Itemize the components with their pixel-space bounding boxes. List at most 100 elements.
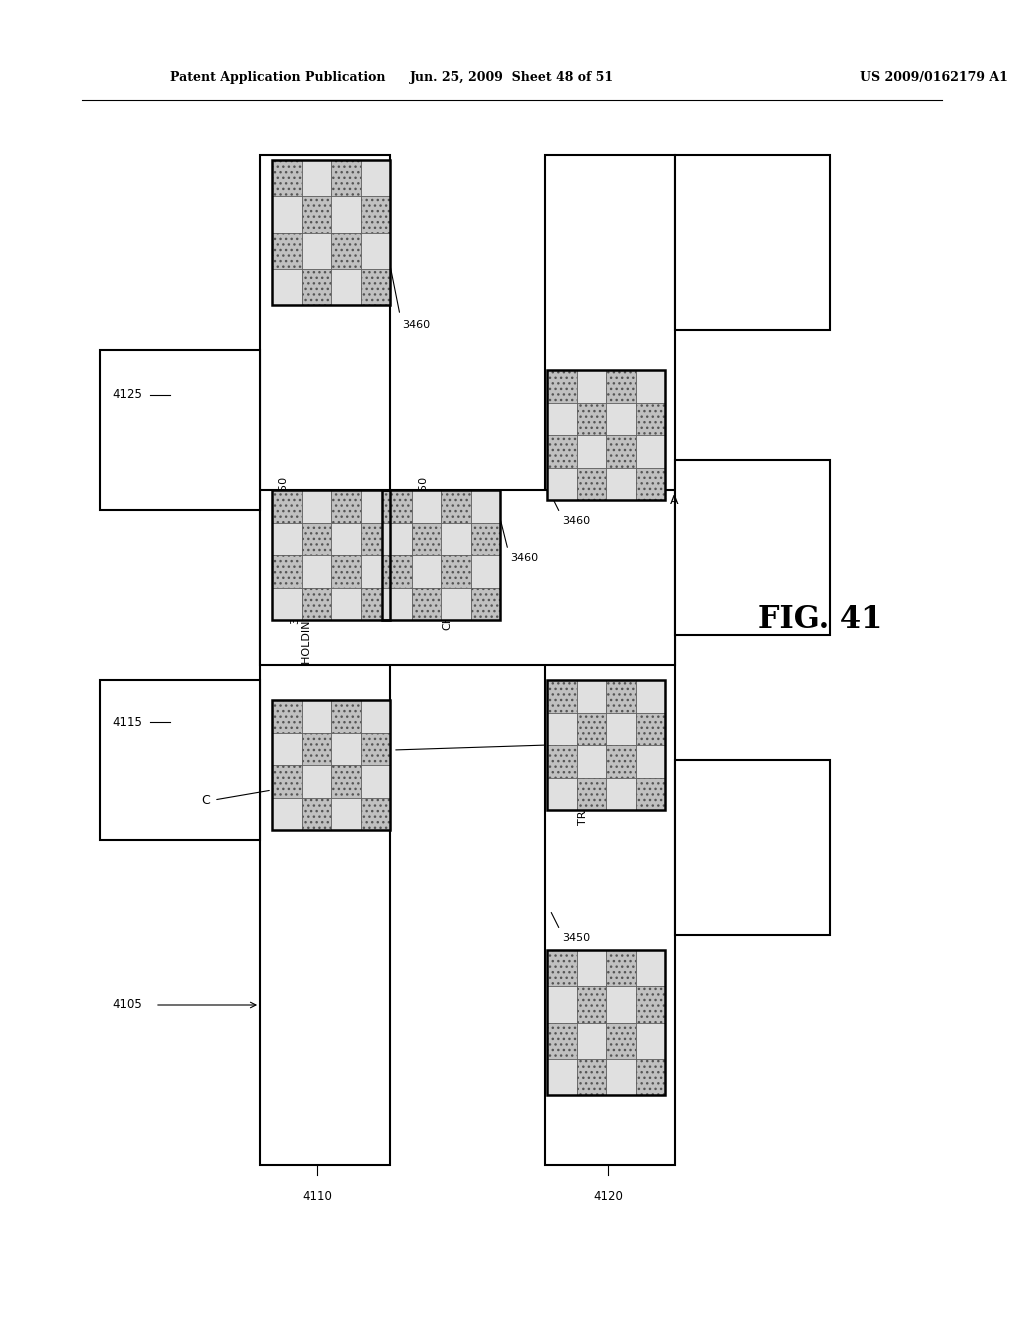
Bar (606, 744, 636, 777)
Text: US 2009/0162179 A1: US 2009/0162179 A1 (860, 71, 1008, 84)
Bar (272, 733, 301, 766)
Bar (360, 766, 390, 797)
Bar (577, 777, 606, 810)
Text: TRAVERSING: TRAVERSING (578, 755, 588, 825)
Bar (331, 269, 360, 305)
Bar (547, 403, 577, 436)
Bar (441, 554, 470, 587)
Bar (260, 490, 675, 665)
Bar (382, 523, 412, 554)
Bar (272, 766, 301, 797)
Bar (360, 733, 390, 766)
Bar (636, 467, 665, 500)
Bar (272, 700, 390, 830)
Bar (606, 986, 636, 1023)
Bar (412, 587, 441, 620)
Bar (360, 490, 390, 523)
Bar (606, 403, 636, 436)
Bar (412, 523, 441, 554)
Bar (577, 1023, 606, 1059)
Bar (382, 554, 412, 587)
Bar (272, 554, 301, 587)
Bar (331, 554, 360, 587)
Bar (272, 490, 301, 523)
Bar (636, 436, 665, 467)
Bar (260, 154, 390, 1166)
Text: 3460: 3460 (402, 319, 430, 330)
Bar (470, 490, 500, 523)
Text: 4110: 4110 (302, 1191, 332, 1203)
Bar (577, 680, 606, 713)
Bar (606, 467, 636, 500)
Bar (636, 713, 665, 744)
Bar (636, 403, 665, 436)
Bar (577, 403, 606, 436)
Bar (606, 777, 636, 810)
Bar (577, 744, 606, 777)
Bar (301, 490, 331, 523)
Bar (470, 587, 500, 620)
Bar (606, 713, 636, 744)
Text: 3450: 3450 (554, 681, 564, 709)
Bar (272, 797, 301, 830)
Bar (636, 744, 665, 777)
Text: 4125: 4125 (112, 388, 142, 401)
Bar (547, 950, 665, 1096)
Bar (331, 490, 360, 523)
Bar (412, 554, 441, 587)
Text: 3305: 3305 (290, 597, 300, 624)
Text: 3450: 3450 (562, 933, 590, 942)
Bar (547, 950, 577, 986)
Bar (675, 760, 830, 935)
Bar (636, 1059, 665, 1096)
Bar (272, 160, 301, 197)
Bar (272, 700, 301, 733)
Bar (606, 436, 636, 467)
Text: FIG. 41: FIG. 41 (758, 605, 882, 635)
Text: HOLDING POSITION: HOLDING POSITION (302, 556, 312, 664)
Bar (331, 232, 360, 269)
Bar (360, 700, 390, 733)
Text: 3305: 3305 (566, 776, 575, 804)
Bar (331, 700, 360, 733)
Bar (360, 587, 390, 620)
Bar (301, 232, 331, 269)
Bar (301, 523, 331, 554)
Bar (331, 197, 360, 232)
Bar (636, 680, 665, 713)
Bar (301, 766, 331, 797)
Bar (547, 436, 577, 467)
Bar (636, 777, 665, 810)
Bar (547, 777, 577, 810)
Text: A: A (670, 494, 679, 507)
Bar (360, 797, 390, 830)
Bar (577, 713, 606, 744)
Bar (577, 370, 606, 403)
Text: 4120: 4120 (593, 1191, 623, 1203)
Bar (382, 490, 412, 523)
Bar (331, 523, 360, 554)
Text: Jun. 25, 2009  Sheet 48 of 51: Jun. 25, 2009 Sheet 48 of 51 (410, 71, 614, 84)
Text: CHANGING: CHANGING (442, 569, 452, 631)
Bar (606, 680, 636, 713)
Text: B: B (381, 743, 390, 756)
Bar (606, 1059, 636, 1096)
Text: 3460: 3460 (510, 553, 539, 564)
Bar (331, 160, 360, 197)
Bar (301, 587, 331, 620)
Bar (547, 467, 577, 500)
Bar (547, 744, 577, 777)
Bar (470, 554, 500, 587)
Bar (100, 680, 260, 840)
Bar (636, 950, 665, 986)
Text: Patent Application Publication: Patent Application Publication (170, 71, 385, 84)
Bar (301, 160, 331, 197)
Bar (272, 523, 301, 554)
Bar (606, 950, 636, 986)
Text: LEVEL: LEVEL (454, 583, 464, 616)
Bar (272, 269, 301, 305)
Bar (577, 1059, 606, 1096)
Bar (441, 490, 470, 523)
Bar (547, 1059, 577, 1096)
Bar (412, 490, 441, 523)
